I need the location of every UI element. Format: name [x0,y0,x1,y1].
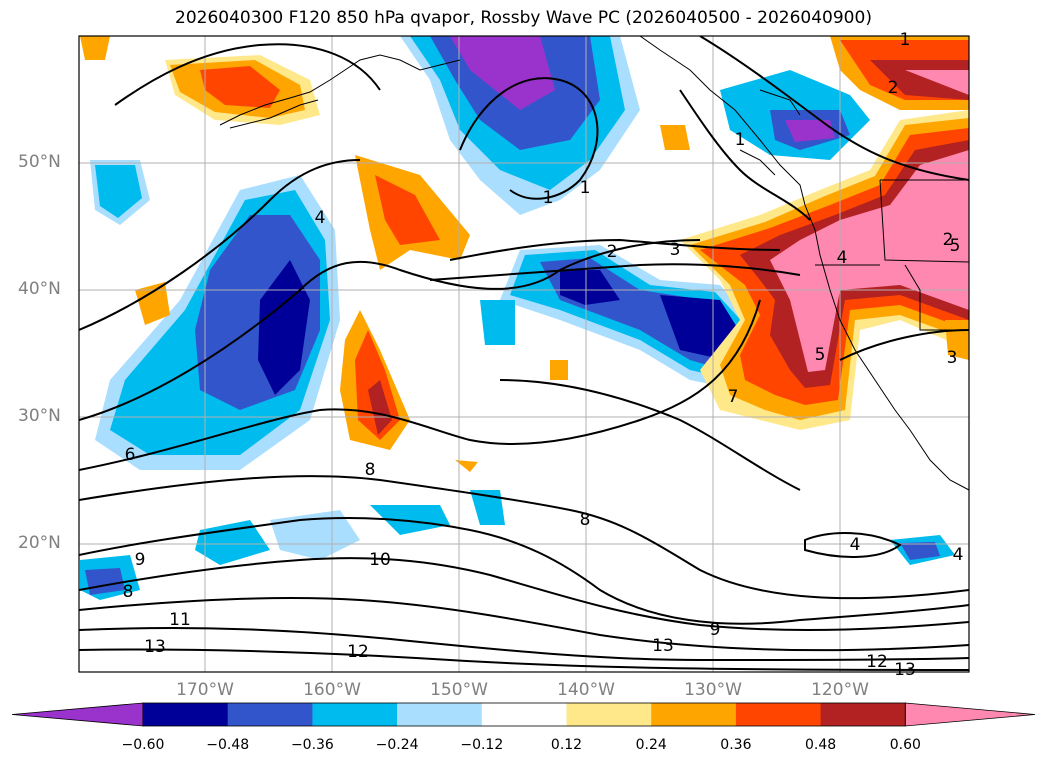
coastlines [219,36,969,491]
contour-label: 1 [734,130,746,150]
map-title: 2026040300 F120 850 hPa qvapor, Rossby W… [175,8,872,28]
contour-label: 11 [169,610,191,630]
contour-label: 1 [899,30,911,50]
colorbar-extend-high [904,702,1036,727]
contour-label: 12 [866,652,888,672]
contour-label: 7 [727,387,739,407]
contour-label: 13 [144,637,166,657]
contour-label: 3 [946,348,958,368]
contour-label: 8 [364,460,376,480]
colorbar-segment [735,703,822,726]
contour-label: 4 [836,248,848,268]
contour-label: 1 [579,178,591,198]
contour-label: 8 [579,510,591,530]
colorbar [11,702,1036,727]
lon-label-120w: 120°W [811,680,869,700]
colorbar-segment [481,703,567,726]
contour-label: 5 [949,236,961,256]
colorbar-segment [397,703,483,726]
contour-label: 2 [606,242,618,262]
colorbar-segment [651,703,737,726]
colorbar-extend-low [11,702,144,727]
contour-label: 13 [894,660,916,680]
gridlines [79,36,969,672]
colorbar-segment [312,703,398,726]
colorbar-tick-label: −0.60 [121,737,165,753]
contour-label: 12 [347,642,369,662]
lon-label-170w: 170°W [176,680,234,700]
contour-label: 4 [952,545,964,565]
colorbar-segment [143,703,229,726]
colorbar-tick-label: −0.24 [375,737,419,753]
contour-label: 9 [134,550,146,570]
pc-contours [79,36,969,671]
lat-label-50n: 50°N [18,152,61,172]
colorbar-tick-label: 0.12 [550,737,583,753]
contour-label: 8 [122,582,134,602]
colorbar-segment [227,703,313,726]
colorbar-tick-label: −0.12 [460,737,504,753]
contour-label: 6 [124,445,136,465]
lat-label-20n: 20°N [18,533,61,553]
contour-label: 13 [652,636,674,656]
contour-label: 1 [542,188,554,208]
colorbar-tick-label: −0.48 [206,737,250,753]
lon-label-130w: 130°W [684,680,742,700]
contour-label: 4 [314,208,326,228]
contour-label: 9 [709,620,721,640]
colorbar-tick-label: 0.48 [805,737,837,753]
contour-label: 3 [669,240,681,260]
lon-label-160w: 160°W [303,680,361,700]
colorbar-tick-label: 0.36 [720,737,752,753]
colorbar-frame [142,702,906,727]
colorbar-segment [566,703,652,726]
map-frame [78,35,970,673]
colorbar-segment [820,703,906,726]
colorbar-tick-label: 0.24 [635,737,667,753]
contour-label: 5 [814,345,826,365]
contour-label: 10 [369,550,391,570]
lon-label-140w: 140°W [557,680,615,700]
lat-label-30n: 30°N [18,406,61,426]
colorbar-tick-label: 0.60 [889,737,921,753]
contour-label: 2 [887,78,899,98]
colorbar-tick-label: −0.36 [290,737,334,753]
contour-label: 2 [942,230,954,250]
lon-label-150w: 150°W [430,680,488,700]
contour-label: 4 [849,535,861,555]
lat-label-40n: 40°N [18,279,61,299]
